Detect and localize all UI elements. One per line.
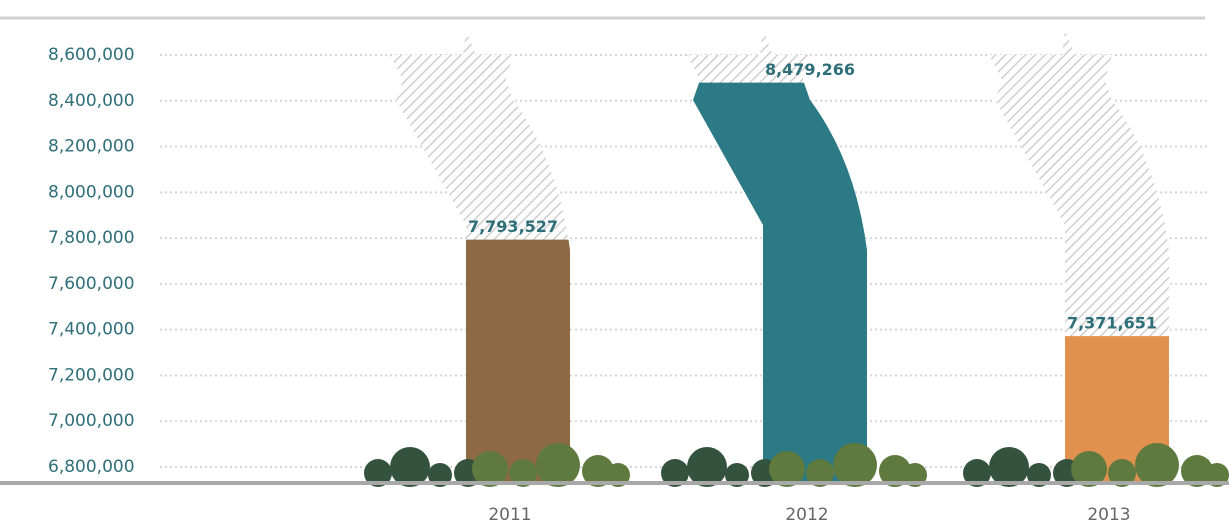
- bush: [769, 451, 805, 487]
- y-tick-label: 7,000,000: [48, 411, 135, 431]
- y-tick-label: 7,400,000: [48, 320, 135, 340]
- bush: [1135, 443, 1179, 487]
- x-tick-label: 2011: [488, 505, 531, 525]
- value-label: 8,479,266: [765, 60, 855, 79]
- trees: [390, 30, 1169, 483]
- bush: [536, 443, 580, 487]
- bush: [364, 459, 392, 487]
- bush: [1108, 459, 1136, 487]
- value-label: 7,793,527: [468, 217, 558, 236]
- bush: [390, 447, 430, 487]
- bush: [879, 455, 911, 487]
- bush: [687, 447, 727, 487]
- bar: [466, 239, 570, 483]
- bar: [1065, 336, 1169, 483]
- bush: [509, 459, 537, 487]
- bush: [1071, 451, 1107, 487]
- x-tick-label: 2013: [1087, 505, 1130, 525]
- y-tick-label: 7,200,000: [48, 365, 135, 385]
- bush: [582, 455, 614, 487]
- y-tick-label: 8,000,000: [48, 182, 135, 202]
- x-tick-label: 2012: [785, 505, 828, 525]
- y-tick-label: 7,800,000: [48, 228, 135, 248]
- bush: [472, 451, 508, 487]
- value-label: 7,371,651: [1067, 314, 1157, 333]
- bush: [1181, 455, 1213, 487]
- bush: [963, 459, 991, 487]
- y-tick-label: 8,200,000: [48, 137, 135, 157]
- bush: [661, 459, 689, 487]
- y-tick-label: 7,600,000: [48, 274, 135, 294]
- bush: [806, 459, 834, 487]
- y-tick-label: 8,400,000: [48, 91, 135, 111]
- bush: [989, 447, 1029, 487]
- bush: [833, 443, 877, 487]
- labels: 6,800,000 7,000,000 7,200,000 7,400,000 7,60…: [48, 45, 1157, 525]
- y-tick-label: 8,600,000: [48, 45, 135, 65]
- y-tick-label: 6,800,000: [48, 457, 135, 477]
- bar: [693, 82, 867, 483]
